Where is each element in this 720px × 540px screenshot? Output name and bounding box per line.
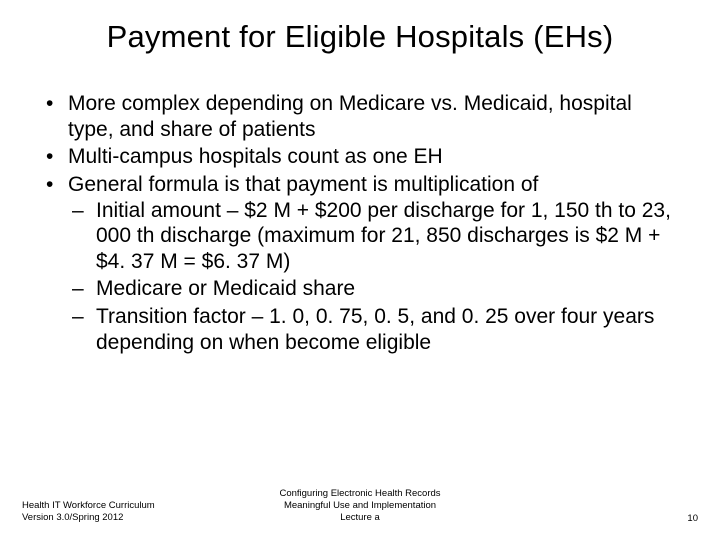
footer-center: Configuring Electronic Health Records Me… [0, 488, 720, 524]
sub-bullet-list: Initial amount – $2 M + $200 per dischar… [68, 198, 680, 356]
footer-center-line: Lecture a [0, 512, 720, 524]
bullet-text: General formula is that payment is multi… [68, 173, 538, 196]
bullet-item: More complex depending on Medicare vs. M… [40, 91, 680, 142]
slide-body: More complex depending on Medicare vs. M… [40, 91, 680, 355]
bullet-item: Multi-campus hospitals count as one EH [40, 144, 680, 170]
bullet-list: More complex depending on Medicare vs. M… [40, 91, 680, 355]
sub-bullet-item: Medicare or Medicaid share [68, 276, 680, 302]
slide-title: Payment for Eligible Hospitals (EHs) [40, 18, 680, 55]
sub-bullet-item: Initial amount – $2 M + $200 per dischar… [68, 198, 680, 275]
page-number: 10 [687, 513, 698, 524]
slide: Payment for Eligible Hospitals (EHs) Mor… [0, 0, 720, 540]
bullet-item: General formula is that payment is multi… [40, 172, 680, 355]
sub-bullet-item: Transition factor – 1. 0, 0. 75, 0. 5, a… [68, 304, 680, 355]
footer-center-line: Configuring Electronic Health Records [0, 488, 720, 500]
footer-center-line: Meaningful Use and Implementation [0, 500, 720, 512]
